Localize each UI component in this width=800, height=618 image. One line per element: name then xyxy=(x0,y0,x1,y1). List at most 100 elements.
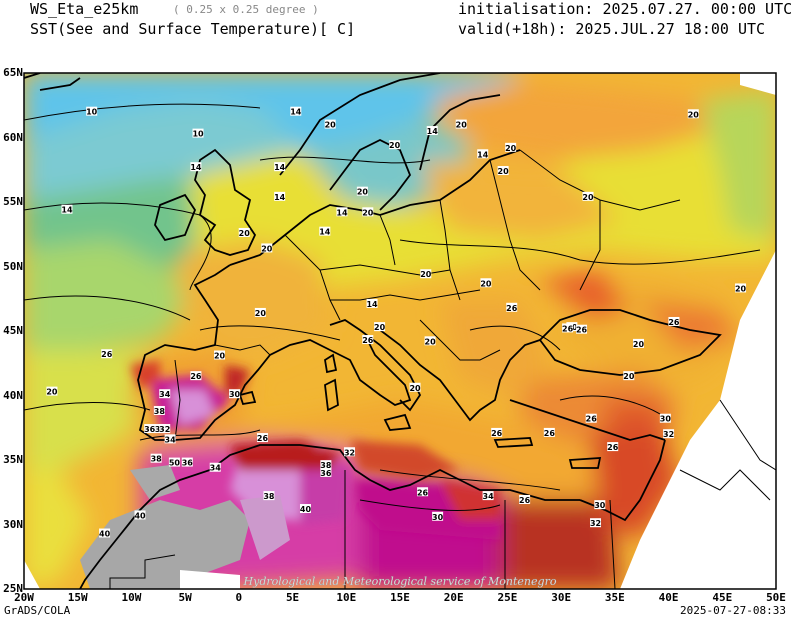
contour-lines xyxy=(24,103,761,511)
contour-label-bg xyxy=(261,243,273,253)
contour-label: 26 xyxy=(257,434,269,443)
contour-label: 32 xyxy=(344,448,355,457)
contour-label-bg xyxy=(663,429,675,439)
contour-label-bg xyxy=(290,106,302,116)
contour-label-bg xyxy=(491,427,503,437)
contour-label-bg xyxy=(274,191,286,201)
lon-label: 20E xyxy=(443,591,464,604)
lon-label: 5E xyxy=(285,591,300,604)
lat-label: 40N xyxy=(3,388,23,402)
contour-label-bg xyxy=(238,227,250,237)
no-data-south xyxy=(180,570,240,589)
contour-label: 10 xyxy=(86,108,98,117)
contour-label-bg xyxy=(389,140,401,150)
contour-label-bg xyxy=(482,491,494,501)
contour-label: 20 xyxy=(688,110,700,119)
contour-label: 20 xyxy=(362,208,374,217)
contour-label: 20 xyxy=(389,141,401,150)
contour-label: 34 xyxy=(483,492,495,501)
contour-label: 14 xyxy=(290,108,302,117)
contour-label: 26 xyxy=(544,429,556,438)
contour-label: 14 xyxy=(366,300,378,309)
lon-label: 25E xyxy=(497,591,518,604)
lon-label: 40E xyxy=(658,591,679,604)
lon-label: 10E xyxy=(336,591,357,604)
lon-label: 35E xyxy=(604,591,625,604)
contour-label: 38 xyxy=(154,407,166,416)
contour-label-bg xyxy=(153,405,165,415)
contour-label: 20 xyxy=(325,121,337,130)
contour-label-bg xyxy=(687,109,699,119)
contour-label: 20 xyxy=(239,229,251,238)
contour-label-bg xyxy=(668,316,680,326)
contour-label: 30 xyxy=(432,513,444,522)
contour-label: 20 xyxy=(456,121,468,130)
contour-label-bg xyxy=(320,467,332,477)
contour-label-bg xyxy=(190,371,202,381)
contour-label-bg xyxy=(356,186,368,196)
contour-label: 20 xyxy=(214,352,226,361)
contour-label-bg xyxy=(214,350,226,360)
contour-label: 30 xyxy=(594,501,606,510)
lon-label: 20W xyxy=(14,591,34,604)
contour-label-bg xyxy=(99,528,111,538)
contour-label: 26 xyxy=(362,336,374,345)
contour-label-bg xyxy=(409,382,421,392)
contour-label-bg xyxy=(336,207,348,217)
watermark-text: Hydrological and Meteorological service … xyxy=(243,575,557,588)
contour-label-bg xyxy=(164,434,176,444)
lat-label: 60N xyxy=(3,130,23,144)
map-frame xyxy=(23,72,777,590)
contour-label-bg xyxy=(480,278,492,288)
contour-label-bg xyxy=(582,191,594,201)
contour-label: 26 xyxy=(562,324,574,333)
lon-label: 15E xyxy=(390,591,410,604)
contour-label-bg xyxy=(417,487,429,497)
contour-label: 50 xyxy=(169,459,181,468)
contour-label-bg xyxy=(735,283,747,293)
contour-label: 26 xyxy=(576,326,588,335)
contour-label-bg xyxy=(61,204,73,214)
contour-label-bg xyxy=(632,338,644,348)
lon-label: 30E xyxy=(551,591,572,604)
contour-label-bg xyxy=(159,424,171,434)
model-title: WS_Eta_e25km xyxy=(30,0,139,18)
contour-label: 20 xyxy=(261,244,273,253)
contour-label-bg xyxy=(86,106,98,116)
lon-label: 50E xyxy=(766,591,786,604)
no-data-east xyxy=(620,250,776,589)
contour-label-bg xyxy=(320,460,332,470)
lat-label: 55N xyxy=(3,195,23,208)
contour-label-bg xyxy=(432,511,444,521)
contour-label: 26 xyxy=(417,488,429,497)
contour-label: 26 xyxy=(101,350,113,359)
lat-label: 50N xyxy=(3,259,23,273)
contour-label-bg xyxy=(594,500,606,510)
contour-label-bg xyxy=(362,207,374,217)
contour-label: 26 xyxy=(190,372,202,381)
contour-label: 20 xyxy=(582,193,594,202)
variable-title: SST(See and Surface Temperature)[ C] xyxy=(30,20,356,38)
valid-time: valid(+18h): 2025.JUL.27 18:00 UTC xyxy=(458,20,766,38)
contour-label: 34 xyxy=(159,390,171,399)
contour-label-bg xyxy=(168,457,180,467)
lat-label: 65N xyxy=(3,66,23,79)
contour-label: 20 xyxy=(46,388,58,397)
render-timestamp: 2025-07-27-08:33 xyxy=(680,604,786,617)
contour-label: 14 xyxy=(274,193,286,202)
contour-label: 14 xyxy=(190,163,202,172)
contour-label-bg xyxy=(506,302,518,312)
contour-label-bg xyxy=(366,298,378,308)
contour-label: 34 xyxy=(165,435,177,444)
contour-label: 32 xyxy=(663,430,674,439)
contour-label: 14 xyxy=(427,127,439,136)
contour-label: 20 xyxy=(255,309,267,318)
contour-label: 20 xyxy=(505,144,517,153)
contour-label-bg xyxy=(46,386,58,396)
resolution-note: ( 0.25 x 0.25 degree ) xyxy=(173,3,319,16)
contour-label-bg xyxy=(519,494,531,504)
contour-label-bg xyxy=(150,453,162,463)
contour-label: 14 xyxy=(61,206,73,215)
contour-label-bg xyxy=(319,226,331,236)
